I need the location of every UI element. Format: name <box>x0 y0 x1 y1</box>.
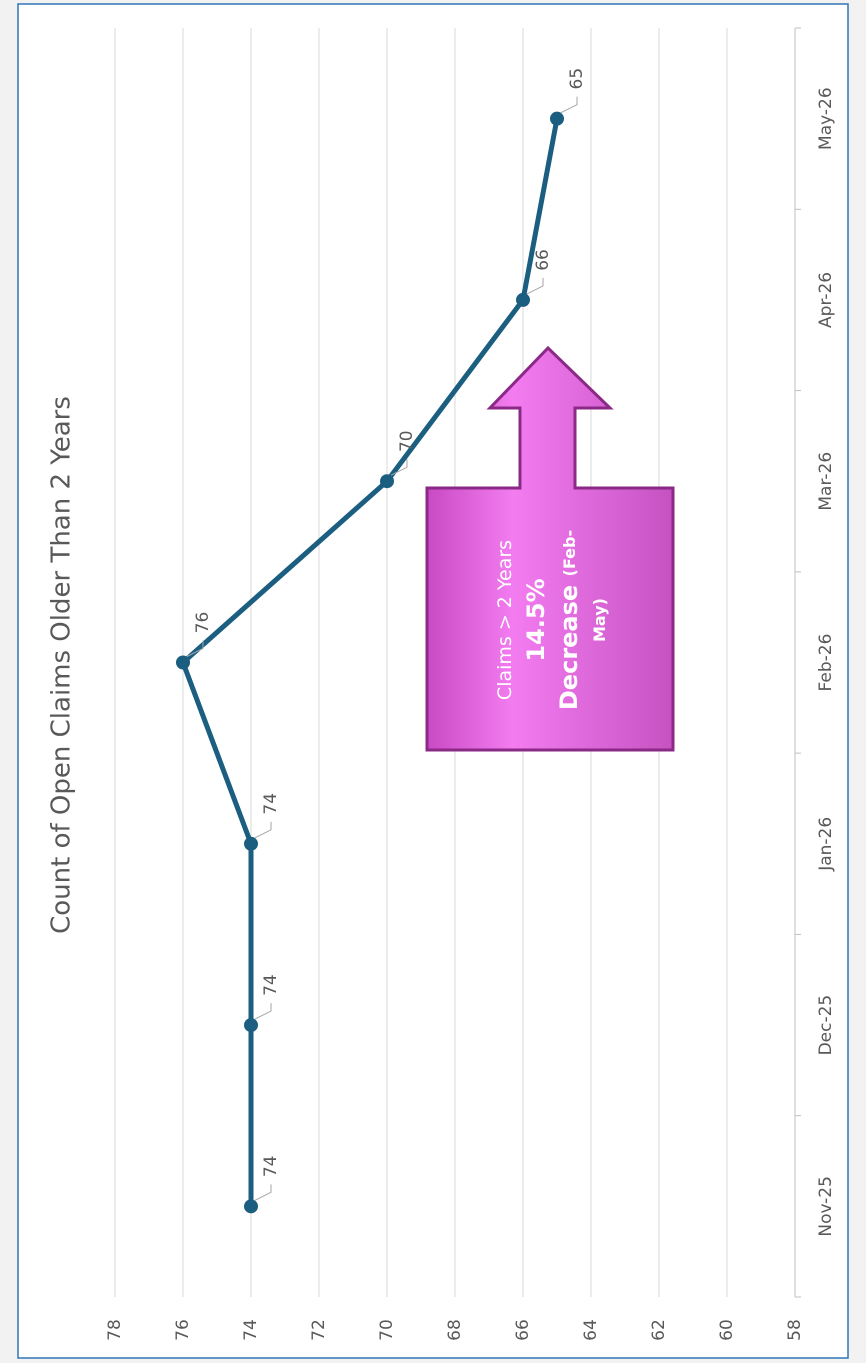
data-point <box>244 836 258 851</box>
y-tick-label: 68 <box>445 1319 465 1341</box>
x-tick-label: Mar-26 <box>816 452 836 511</box>
callout-line: Claims > 2 Years <box>494 540 516 700</box>
x-tick-label: Feb-26 <box>816 634 836 692</box>
callout-text: 14.5% <box>522 578 550 661</box>
y-tick-label: 64 <box>581 1319 601 1341</box>
data-label: 74 <box>261 1156 281 1178</box>
x-tick-label: Jan-26 <box>816 817 836 872</box>
x-tick-label: Apr-26 <box>816 272 836 328</box>
data-point <box>516 292 530 307</box>
y-tick-label: 60 <box>717 1319 737 1341</box>
callout-text: Decrease (Feb- <box>555 530 583 710</box>
callout-text: May) <box>590 598 609 642</box>
data-label: 76 <box>193 612 213 634</box>
leader-line <box>560 96 578 114</box>
leader-line <box>254 821 272 839</box>
data-point <box>380 474 394 489</box>
x-tick-label: Nov-25 <box>816 1176 836 1237</box>
leader-line <box>254 1003 272 1020</box>
data-label: 74 <box>261 793 281 815</box>
y-tick-label: 78 <box>105 1319 125 1341</box>
data-label: 66 <box>533 249 553 271</box>
leader-line <box>254 1184 272 1201</box>
chart-title: Count of Open Claims Older Than 2 Years <box>47 396 77 934</box>
leader-line <box>390 459 408 476</box>
x-tick-label: Dec-25 <box>816 995 836 1056</box>
data-label: 65 <box>567 68 587 90</box>
y-tick-label: 62 <box>649 1319 669 1341</box>
data-point <box>244 1199 258 1214</box>
callout-line: 14.5% <box>522 578 550 661</box>
leader-line <box>186 640 204 657</box>
y-tick-label: 74 <box>241 1319 261 1341</box>
callout-text: Claims > 2 Years <box>494 540 516 700</box>
leader-line <box>526 277 544 295</box>
y-tick-label: 70 <box>377 1319 397 1341</box>
x-tick-label: May-26 <box>816 87 836 150</box>
callout-line: Decrease <box>555 585 583 710</box>
callout: Claims > 2 Years 14.5% Decrease (Feb- Ma… <box>425 345 675 752</box>
callout-arrow <box>425 345 675 752</box>
callout-line: May) <box>590 598 609 642</box>
y-tick-label: 66 <box>513 1319 533 1341</box>
callout-line: (Feb- <box>560 530 579 577</box>
y-tick-label: 72 <box>309 1319 329 1341</box>
y-tick-label: 76 <box>173 1319 193 1341</box>
y-tick-label: 58 <box>785 1319 805 1341</box>
data-label: 70 <box>397 430 417 452</box>
data-point <box>176 655 190 670</box>
data-label: 74 <box>261 974 281 996</box>
data-point <box>244 1018 258 1033</box>
data-point <box>550 111 564 126</box>
